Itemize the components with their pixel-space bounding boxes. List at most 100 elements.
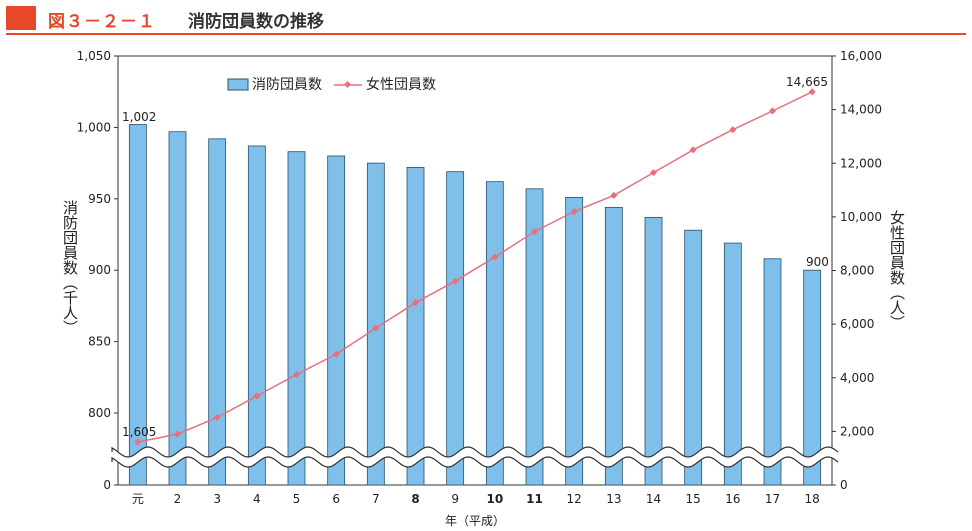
bar	[684, 229, 703, 486]
bar	[803, 269, 822, 486]
y-left-tick-label: 1,050	[77, 49, 111, 63]
y-left-tick-label: 1,000	[77, 120, 111, 134]
bar	[604, 206, 623, 486]
x-tick-label: 8	[411, 492, 419, 506]
x-tick-label: 11	[526, 492, 543, 506]
x-tick-label: 17	[765, 492, 780, 506]
legend: 消防団員数 女性団員数	[227, 76, 436, 93]
bar	[247, 145, 266, 486]
bar	[208, 138, 227, 486]
line-point	[134, 438, 142, 446]
bar	[485, 181, 504, 486]
bar	[366, 162, 385, 486]
line-point	[808, 88, 816, 96]
y-right-tick-label: 14,000	[840, 103, 882, 117]
annotation-last-line: 14,665	[786, 75, 828, 89]
y-right-tick-label: 12,000	[840, 156, 882, 170]
line-series	[134, 88, 816, 446]
y-right-tick-label: 0	[840, 478, 848, 492]
x-tick-label: 10	[486, 492, 503, 506]
header-accent-block	[6, 6, 36, 30]
line-point	[292, 370, 301, 379]
line-point	[491, 253, 499, 261]
line-point	[610, 191, 618, 199]
left-axis-title: 消防団員数（千人）	[61, 200, 79, 335]
bar	[287, 151, 306, 486]
legend-line-label: 女性団員数	[366, 76, 436, 93]
bar	[525, 188, 544, 486]
axis-break-wave-bottom	[111, 456, 839, 468]
line-point	[411, 299, 420, 307]
bar	[128, 124, 147, 486]
axis-break-gap	[112, 447, 838, 467]
x-axis-title: 年（平成）	[445, 514, 505, 528]
x-tick-label: 15	[686, 492, 701, 506]
bar	[168, 131, 187, 486]
y-left-tick-label: 900	[88, 263, 111, 277]
line-point	[213, 413, 221, 421]
x-tick-label: 9	[451, 492, 459, 506]
line-point	[451, 277, 459, 285]
bar	[406, 166, 425, 486]
x-tick-label: 16	[725, 492, 740, 506]
x-tick-label: 4	[253, 492, 261, 506]
line-point	[332, 350, 340, 358]
annotation-first-line: 1,605	[122, 425, 156, 439]
y-right-tick-label: 4,000	[840, 371, 874, 385]
bar-series	[128, 124, 822, 486]
women-members-line	[137, 91, 813, 443]
axis-break	[111, 446, 839, 468]
header-rule	[6, 33, 966, 35]
legend-bar-swatch	[227, 78, 249, 91]
line-point	[649, 169, 658, 177]
x-tick-label: 5	[293, 492, 301, 506]
y-left-label: 消防団員数（千人）	[61, 200, 79, 335]
figure-header: 図３－２－１ 消防団員数の推移	[0, 0, 972, 36]
bar	[644, 216, 663, 486]
tick-labels: 1,0501,000950900850800016,00014,00012,00…	[77, 49, 882, 506]
line-point	[173, 430, 182, 438]
y-left-tick-label: 0	[103, 478, 111, 492]
x-tick-label: 元	[132, 492, 144, 506]
figure-number: 図３－２－１	[48, 12, 156, 32]
x-tick-label: 6	[332, 492, 340, 506]
legend-line-marker	[343, 80, 352, 89]
axis-break-wave-top	[111, 446, 839, 458]
x-tick-label: 14	[646, 492, 661, 506]
line-point	[729, 126, 737, 134]
line-point	[768, 107, 777, 115]
y-right-label: 女性団員数（人）	[888, 209, 906, 330]
y-left-tick-label: 850	[88, 335, 111, 349]
y-right-tick-label: 6,000	[840, 317, 874, 331]
bar	[763, 258, 782, 486]
y-right-tick-label: 8,000	[840, 264, 874, 278]
legend-bar-label: 消防団員数	[252, 77, 322, 93]
y-right-tick-label: 2,000	[840, 424, 874, 438]
y-left-tick-label: 950	[88, 192, 111, 206]
y-right-tick-label: 10,000	[840, 210, 882, 224]
x-axis-label: 年（平成）	[445, 514, 505, 528]
annotation-last-bar: 900	[806, 255, 829, 269]
x-tick-label: 2	[174, 492, 182, 506]
line-point	[372, 324, 380, 332]
right-axis-title: 女性団員数（人）	[888, 209, 906, 330]
annotation-first-bar: 1,002	[122, 110, 156, 124]
bar	[327, 155, 346, 486]
axes-layer	[114, 55, 836, 486]
line-point	[689, 146, 697, 154]
bar	[446, 171, 465, 486]
bar	[723, 242, 742, 486]
line-point	[570, 207, 578, 216]
y-right-tick-label: 16,000	[840, 49, 882, 63]
x-tick-label: 7	[372, 492, 380, 506]
y-left-tick-label: 800	[88, 406, 111, 420]
line-point	[530, 228, 539, 236]
x-tick-label: 3	[213, 492, 221, 506]
x-tick-label: 13	[606, 492, 621, 506]
x-tick-label: 18	[805, 492, 820, 506]
x-tick-label: 12	[567, 492, 582, 506]
bar	[565, 196, 584, 486]
figure-title: 消防団員数の推移	[188, 12, 324, 32]
annotations: 1,002 1,605 900 14,665	[122, 75, 829, 439]
